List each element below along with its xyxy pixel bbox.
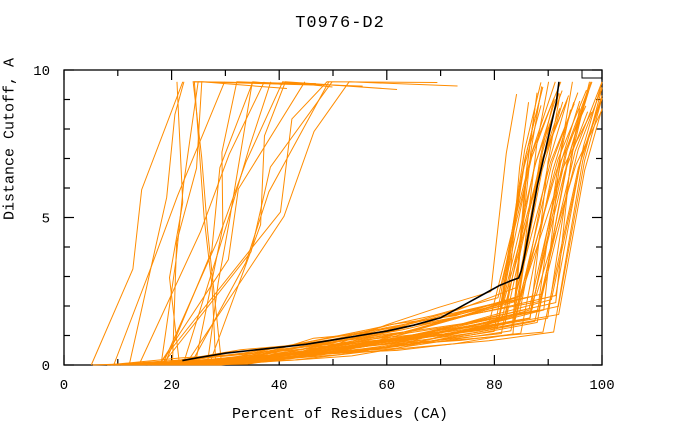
corner-decoration (582, 70, 602, 78)
model-lines-group (91, 82, 602, 365)
x-tick-label-80: 80 (486, 378, 503, 394)
model-curve (124, 109, 602, 366)
y-tick-label-10: 10 (33, 64, 50, 80)
x-tick-label-40: 40 (271, 378, 288, 394)
x-tick-label-20: 20 (163, 378, 180, 394)
x-tick-label-100: 100 (589, 378, 614, 394)
model-curve (190, 82, 328, 365)
chart-container: T0976-D2 Distance Cutoff, A Percent of R… (0, 0, 680, 440)
model-curve (209, 82, 397, 365)
model-curve (159, 82, 438, 365)
model-curve (161, 82, 316, 365)
model-curve (198, 82, 572, 365)
model-curve (162, 82, 332, 365)
plot-svg-canvas: 0 20 40 60 80 100 0 5 10 (0, 0, 680, 440)
model-curve (114, 82, 225, 365)
model-curve (129, 82, 184, 365)
model-curve (122, 108, 559, 365)
y-tick-label-0: 0 (42, 359, 50, 375)
y-tick-label-5: 5 (42, 212, 50, 228)
model-curve (172, 82, 287, 365)
model-curve (91, 82, 182, 365)
x-tick-label-60: 60 (378, 378, 395, 394)
x-tick-label-0: 0 (60, 378, 68, 394)
model-curve (111, 112, 592, 365)
